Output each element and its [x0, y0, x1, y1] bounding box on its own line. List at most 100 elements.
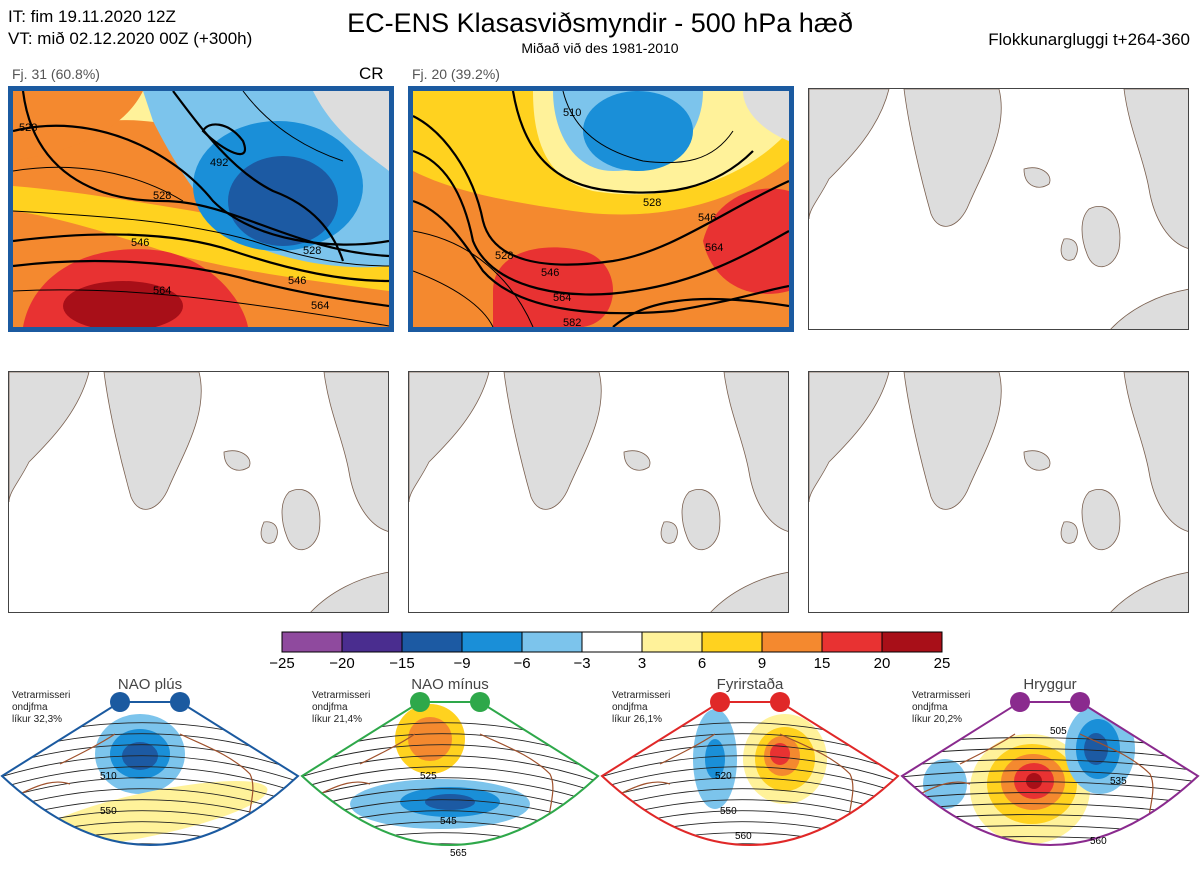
panel-1-contour-5: 528: [303, 245, 321, 257]
height-contour: [2, 788, 298, 816]
colorbar-tick-label: 20: [873, 655, 891, 672]
colorbar-tick-label: −9: [453, 655, 471, 672]
cluster-map-4-empty: [8, 371, 389, 613]
anomaly-blob: [1084, 733, 1108, 765]
height-contour: [302, 744, 598, 772]
colorbar-swatch: [701, 631, 763, 653]
panel-2-label: Fj. 20 (39.2%): [412, 66, 500, 82]
panel-1-contour-1: 528: [19, 122, 37, 134]
regime-info-line: Vetrarmisseri: [12, 690, 71, 701]
regime-contour-label: 505: [1050, 726, 1067, 737]
panel-1-contour-8: 564: [311, 300, 329, 312]
height-contour: [302, 788, 598, 816]
colorbar-tick-label: −15: [389, 655, 415, 672]
panel-2-contour-3: 546: [698, 212, 716, 224]
cluster-map-2[interactable]: 510 528 546 528 546 564 564 582: [408, 86, 794, 332]
anomaly-blob: [770, 743, 790, 765]
panel-2-contour-6: 564: [553, 292, 571, 304]
panel-1-regime-tag: CR: [359, 64, 384, 83]
colorbar-swatch: [341, 631, 403, 653]
colorbar-tick-label: −6: [513, 655, 531, 672]
regime-title: Fyrirstaða: [716, 676, 784, 693]
regime-contour-label: 520: [715, 771, 732, 782]
regime-contour-label: 560: [1090, 836, 1107, 847]
anomaly-blob: [425, 794, 475, 810]
height-contour: [2, 755, 298, 783]
issue-time: IT: fim 19.11.2020 12Z: [8, 7, 176, 26]
regime-title: NAO mínus: [411, 676, 489, 693]
colorbar-swatch: [461, 631, 523, 653]
basemap-4: [9, 372, 388, 612]
colorbar-tick-label: 6: [697, 655, 707, 672]
regime-info-line: líkur 32,3%: [12, 714, 63, 725]
regime-info: Vetrarmisseri ondjfma líkur 26,1%: [612, 690, 692, 726]
regime-contour-label: 550: [100, 806, 117, 817]
anomaly-blob: [32, 781, 268, 845]
page-title: EC-ENS Klasasviðsmyndir - 500 hPa hæð: [347, 8, 853, 38]
regime-info-line: Vetrarmisseri: [612, 690, 671, 701]
colorbar: [281, 631, 943, 653]
height-contour: [602, 843, 898, 845]
regime-marker: [410, 692, 430, 712]
regime-info-line: ondjfma: [612, 702, 648, 713]
regime-contour-label: 565: [450, 848, 467, 859]
regime-info-line: Vetrarmisseri: [312, 690, 371, 701]
cluster-map-1[interactable]: 528 492 528 546 528 546 564 564: [8, 86, 394, 332]
anomaly-blob: [1026, 773, 1042, 789]
regime-contour-label: 525: [420, 771, 437, 782]
cluster-map-6-empty: [808, 371, 1189, 613]
height-contour: [2, 766, 298, 794]
cluster-map-2-graphic: 510 528 546 528 546 564 564 582: [413, 91, 789, 327]
regime-info: Vetrarmisseri ondjfma líkur 21,4%: [312, 690, 392, 726]
height-contour: [602, 755, 898, 783]
colorbar-swatch: [881, 631, 943, 653]
panel-1-contour-3: 528: [153, 190, 171, 202]
panel-1-contour-7: 564: [153, 285, 171, 297]
height-contour: [302, 766, 598, 794]
colorbar-swatch: [821, 631, 883, 653]
colorbar-swatch: [401, 631, 463, 653]
colorbar-tick-label: −25: [269, 655, 295, 672]
regime-info-line: ondjfma: [312, 702, 348, 713]
colorbar-tick-label: 25: [933, 655, 951, 672]
height-contour: [900, 848, 1200, 859]
regime-contour-label: 550: [720, 806, 737, 817]
height-contour: [302, 755, 598, 783]
height-contour: [302, 777, 598, 805]
panel-2-contour-7: 564: [705, 242, 723, 254]
regime-info-line: ondjfma: [912, 702, 948, 713]
regime-marker: [1010, 692, 1030, 712]
panel-1-contour-4: 546: [131, 237, 149, 249]
fan-frame: [300, 701, 600, 846]
height-contour: [902, 781, 1198, 794]
regime-marker: [110, 692, 130, 712]
height-contour: [900, 859, 1200, 869]
panel-2-contour-4: 528: [495, 250, 513, 262]
anomaly-blob: [1015, 849, 1045, 859]
colorbar-swatch: [521, 631, 583, 653]
colorbar-tick-label: 9: [757, 655, 767, 672]
height-contour: [602, 766, 898, 794]
regime-fan-map: 505 535 560: [900, 692, 1200, 869]
panel-1-contour-2: 492: [210, 157, 228, 169]
cluster-map-1-graphic: 528 492 528 546 528 546 564 564: [13, 91, 389, 327]
panel-2-contour-5: 546: [541, 267, 559, 279]
regime-info: Vetrarmisseri ondjfma líkur 32,3%: [12, 690, 92, 726]
regime-title: NAO plús: [117, 676, 183, 693]
regime-marker: [710, 692, 730, 712]
height-contour: [2, 843, 298, 845]
regime-marker: [470, 692, 490, 712]
colorbar-tick-label: 15: [813, 655, 831, 672]
anomaly-blob: [705, 739, 725, 779]
regime-info-line: líkur 26,1%: [612, 714, 663, 725]
colorbar-tick-label: −3: [573, 655, 591, 672]
height-contour: [602, 777, 898, 805]
cluster-map-3-empty: [808, 88, 1189, 330]
regime-info-line: líkur 20,2%: [912, 714, 963, 725]
height-contour: [602, 788, 898, 816]
fan-frame: [0, 701, 300, 846]
height-contour: [602, 744, 898, 772]
regime-contour-label: 510: [100, 771, 117, 782]
basemap-6: [809, 372, 1188, 612]
regime-contour-label: 545: [440, 816, 457, 827]
